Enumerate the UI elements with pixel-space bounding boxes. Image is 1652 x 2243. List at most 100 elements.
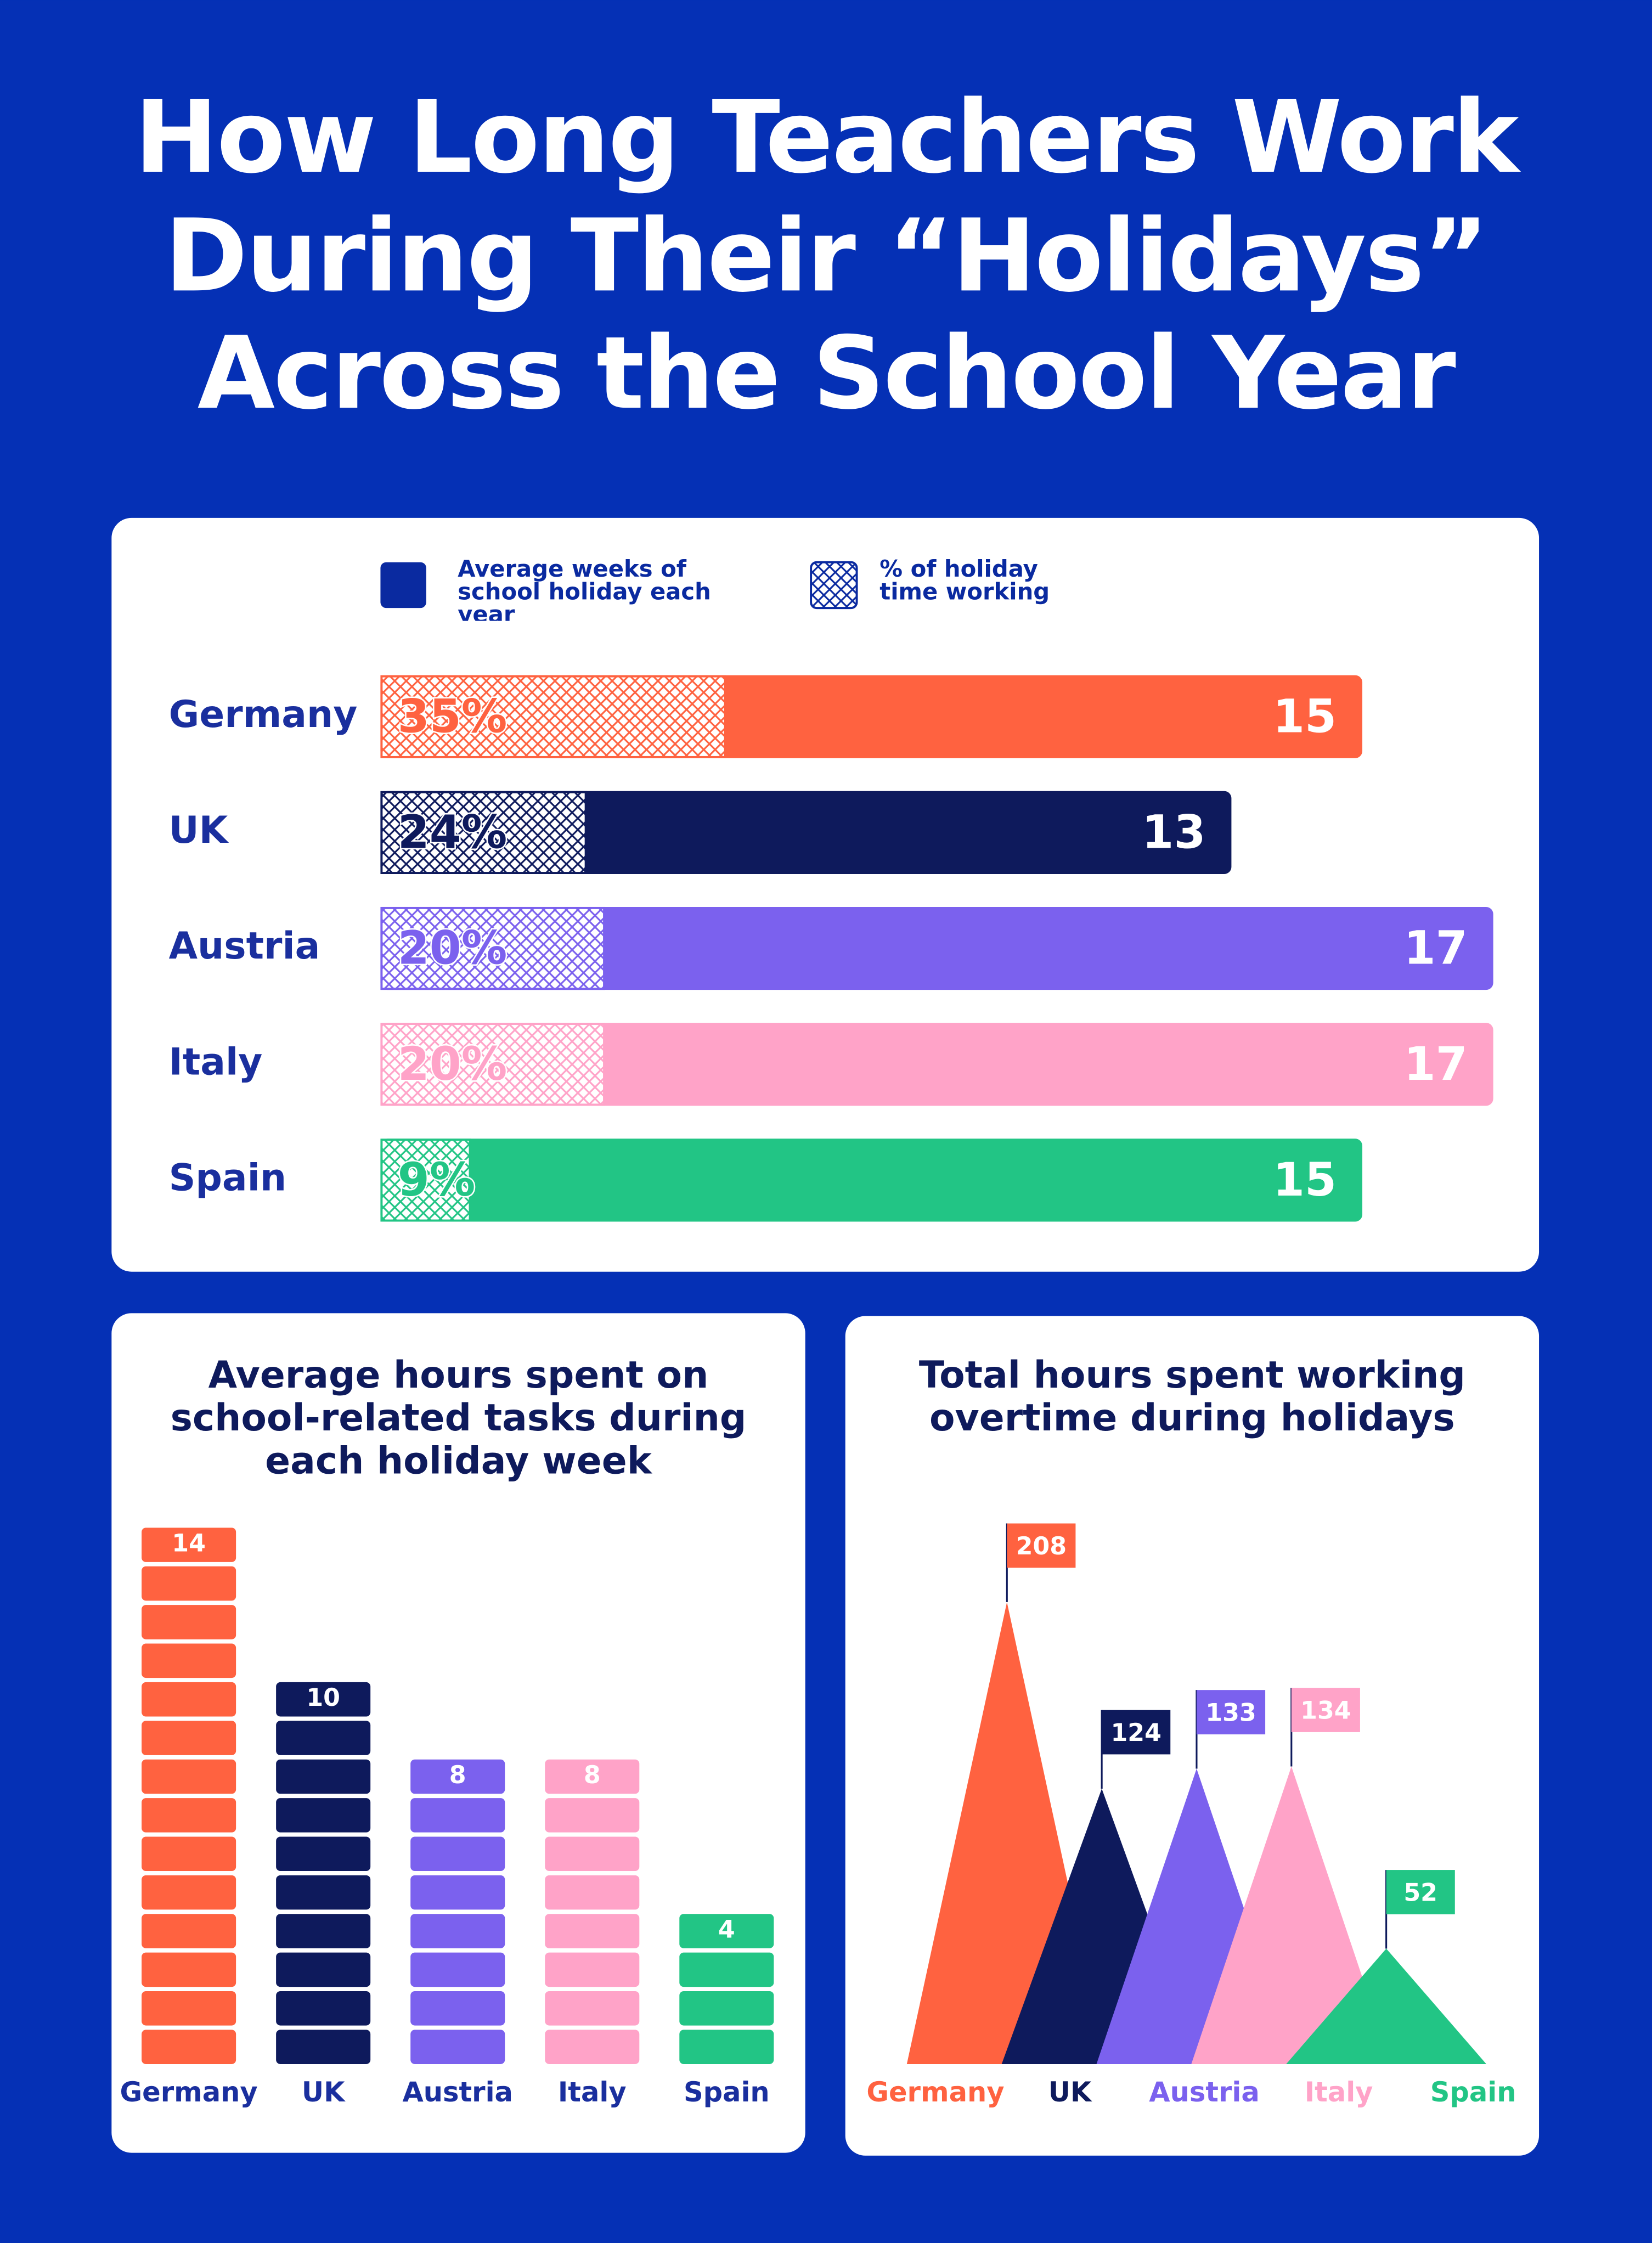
bar-block <box>410 2030 505 2064</box>
bar-block <box>679 1952 774 1987</box>
legend-swatch <box>810 561 858 610</box>
value-label: 15 <box>1273 690 1337 743</box>
value-label: 9% <box>398 1153 476 1207</box>
bar-block <box>545 1952 640 1987</box>
bar-block <box>276 1798 371 1833</box>
legend-swatch <box>380 562 426 608</box>
bar-block <box>410 1759 505 1794</box>
bar-block <box>545 1798 640 1833</box>
bar <box>142 1528 236 2064</box>
bar-block <box>545 1875 640 1910</box>
bar-hatch <box>380 791 587 875</box>
value-label: 208 <box>1016 1532 1067 1560</box>
bar-block <box>679 2030 774 2064</box>
category-label: Germany <box>169 692 358 736</box>
value-label: 24% <box>398 806 508 859</box>
value-label: 17 <box>1404 1038 1468 1091</box>
legend-label: % of holiday time working <box>879 557 1050 605</box>
bar-block <box>276 1682 371 1717</box>
value-label: 10 <box>306 1684 340 1712</box>
value-label: 14 <box>172 1530 206 1558</box>
bar-block <box>142 1605 236 1639</box>
bar-block <box>410 1952 505 1987</box>
x-tick-label: UK <box>1048 2076 1092 2108</box>
value-label: 20% <box>398 1038 508 1091</box>
bar <box>380 1023 1493 1106</box>
bar-block <box>142 1682 236 1717</box>
x-tick-label: Germany <box>866 2076 1004 2108</box>
category-label: Italy <box>169 1040 263 1083</box>
legend-box: % of holiday time working <box>879 557 1050 605</box>
bar-block <box>410 1875 505 1910</box>
bar-block <box>410 1991 505 2026</box>
value-label: 8 <box>449 1761 466 1789</box>
bar-block <box>545 1914 640 1948</box>
bar-hatch <box>380 675 726 758</box>
bar-block <box>410 1798 505 1833</box>
value-label: 8 <box>584 1761 601 1789</box>
chart-title-box: Total hours spent working overtime durin… <box>919 1356 1465 1440</box>
x-tick-label: Germany <box>120 2076 258 2108</box>
flag <box>1196 1690 1266 1734</box>
bar-block <box>276 2030 371 2064</box>
category-label: Austria <box>169 924 320 967</box>
value-label: 133 <box>1205 1699 1256 1727</box>
legend-box: Average weeks of school holiday each yea… <box>458 557 711 621</box>
title-box: How Long Teachers Work During Their “Hol… <box>134 78 1519 432</box>
x-tick-label: Spain <box>684 2076 770 2108</box>
flag <box>1007 1523 1076 1568</box>
bar-block <box>276 1836 371 1872</box>
chart-title-box: Average hours spent on school-related ta… <box>170 1356 747 1483</box>
bar-block <box>142 1875 236 1910</box>
flag <box>1102 1710 1171 1755</box>
flag <box>1386 1870 1455 1914</box>
bar-block <box>545 1991 640 2026</box>
bar-hatch <box>380 906 605 990</box>
bar-block <box>276 1991 371 2026</box>
x-tick-label: Italy <box>558 2076 627 2108</box>
title: How Long Teachers Work During Their “Hol… <box>134 78 1519 432</box>
bar-block <box>142 1991 236 2026</box>
x-tick-label: Spain <box>1430 2076 1516 2108</box>
value-label: 20% <box>398 922 508 975</box>
bar <box>545 1759 640 2064</box>
x-tick-label: Austria <box>1149 2076 1260 2108</box>
bar <box>410 1759 505 2064</box>
bar-block <box>142 1566 236 1601</box>
value-label: 134 <box>1300 1697 1351 1724</box>
triangle <box>1191 1766 1392 2064</box>
bar-block <box>276 1759 371 1794</box>
bar-block <box>142 1798 236 1833</box>
bar-hatch <box>380 1139 471 1222</box>
category-label: UK <box>169 808 229 852</box>
bar-block <box>679 1914 774 1948</box>
bar <box>679 1914 774 2064</box>
value-label: 15 <box>1273 1153 1337 1207</box>
bar-block <box>276 1875 371 1910</box>
bar-block <box>142 1836 236 1872</box>
bar-block <box>142 1643 236 1678</box>
x-tick-label: Austria <box>402 2076 513 2108</box>
chart-title: Average hours spent on school-related ta… <box>170 1356 747 1483</box>
bar-block <box>142 1759 236 1794</box>
bar-block <box>142 2030 236 2064</box>
category-label: Spain <box>169 1156 287 1199</box>
bar <box>380 1139 1363 1222</box>
bar-block <box>276 1914 371 1948</box>
marks: Average weeks of school holiday each yea… <box>120 558 1516 2108</box>
bar-block <box>276 1952 371 1987</box>
bar-hatch <box>380 1023 605 1106</box>
bar-block <box>545 2030 640 2064</box>
value-label: 52 <box>1403 1879 1437 1907</box>
x-tick-label: Italy <box>1305 2076 1373 2108</box>
legend-label: Average weeks of school holiday each yea… <box>458 557 711 621</box>
value-label: 4 <box>718 1916 735 1944</box>
bar-block <box>545 1759 640 1794</box>
value-label: 124 <box>1110 1719 1161 1747</box>
value-label: 13 <box>1142 806 1205 859</box>
bar <box>380 791 1232 875</box>
bar-block <box>142 1721 236 1755</box>
bar-block <box>142 1914 236 1948</box>
bar-block <box>142 1528 236 1562</box>
